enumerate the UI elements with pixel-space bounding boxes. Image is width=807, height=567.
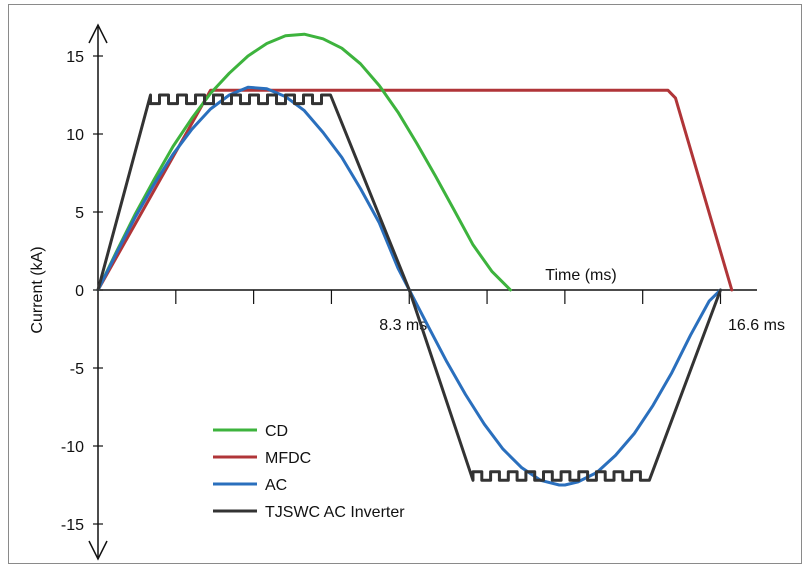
legend-label: TJSWC AC Inverter [265, 504, 405, 521]
y-tick-label: 5 [75, 205, 84, 222]
chart-svg: 15 10 5 0 -5 -10 -15 8.3 ms 16.6 ms Time (ms) Curr… [29, 23, 785, 561]
axes: 15 10 5 0 -5 -10 -15 8.3 ms 16.6 ms Time (ms) Curr… [29, 23, 785, 561]
y-tick-label: -10 [61, 439, 84, 456]
series-line-ac [96, 85, 722, 487]
legend: CD MFDC AC TJSWC AC Inverter [213, 423, 405, 521]
y-axis-arrow-top [88, 23, 108, 44]
chart-frame: 15 10 5 0 -5 -10 -15 8.3 ms 16.6 ms Time (ms) Curr… [8, 4, 802, 564]
y-axis-arrow-bottom [88, 540, 108, 561]
legend-label: CD [265, 423, 288, 440]
y-tick-label: 15 [66, 49, 84, 66]
series-line-cd [96, 32, 512, 292]
x-axis-title: Time (ms) [545, 267, 616, 284]
series-line-tjswc-ac-inverter [96, 93, 722, 482]
y-axis-title: Current (kA) [29, 246, 46, 333]
x-annotation-label: 8.3 ms [379, 317, 427, 334]
y-tick-label: 0 [75, 283, 84, 300]
legend-label: MFDC [265, 450, 311, 467]
series-line-mfdc [96, 88, 734, 292]
series-lines [96, 32, 734, 487]
y-tick-label: -5 [70, 361, 84, 378]
legend-label: AC [265, 477, 287, 494]
y-tick-label: 10 [66, 127, 84, 144]
x-annotation-label: 16.6 ms [728, 317, 785, 334]
y-tick-label: -15 [61, 517, 84, 534]
